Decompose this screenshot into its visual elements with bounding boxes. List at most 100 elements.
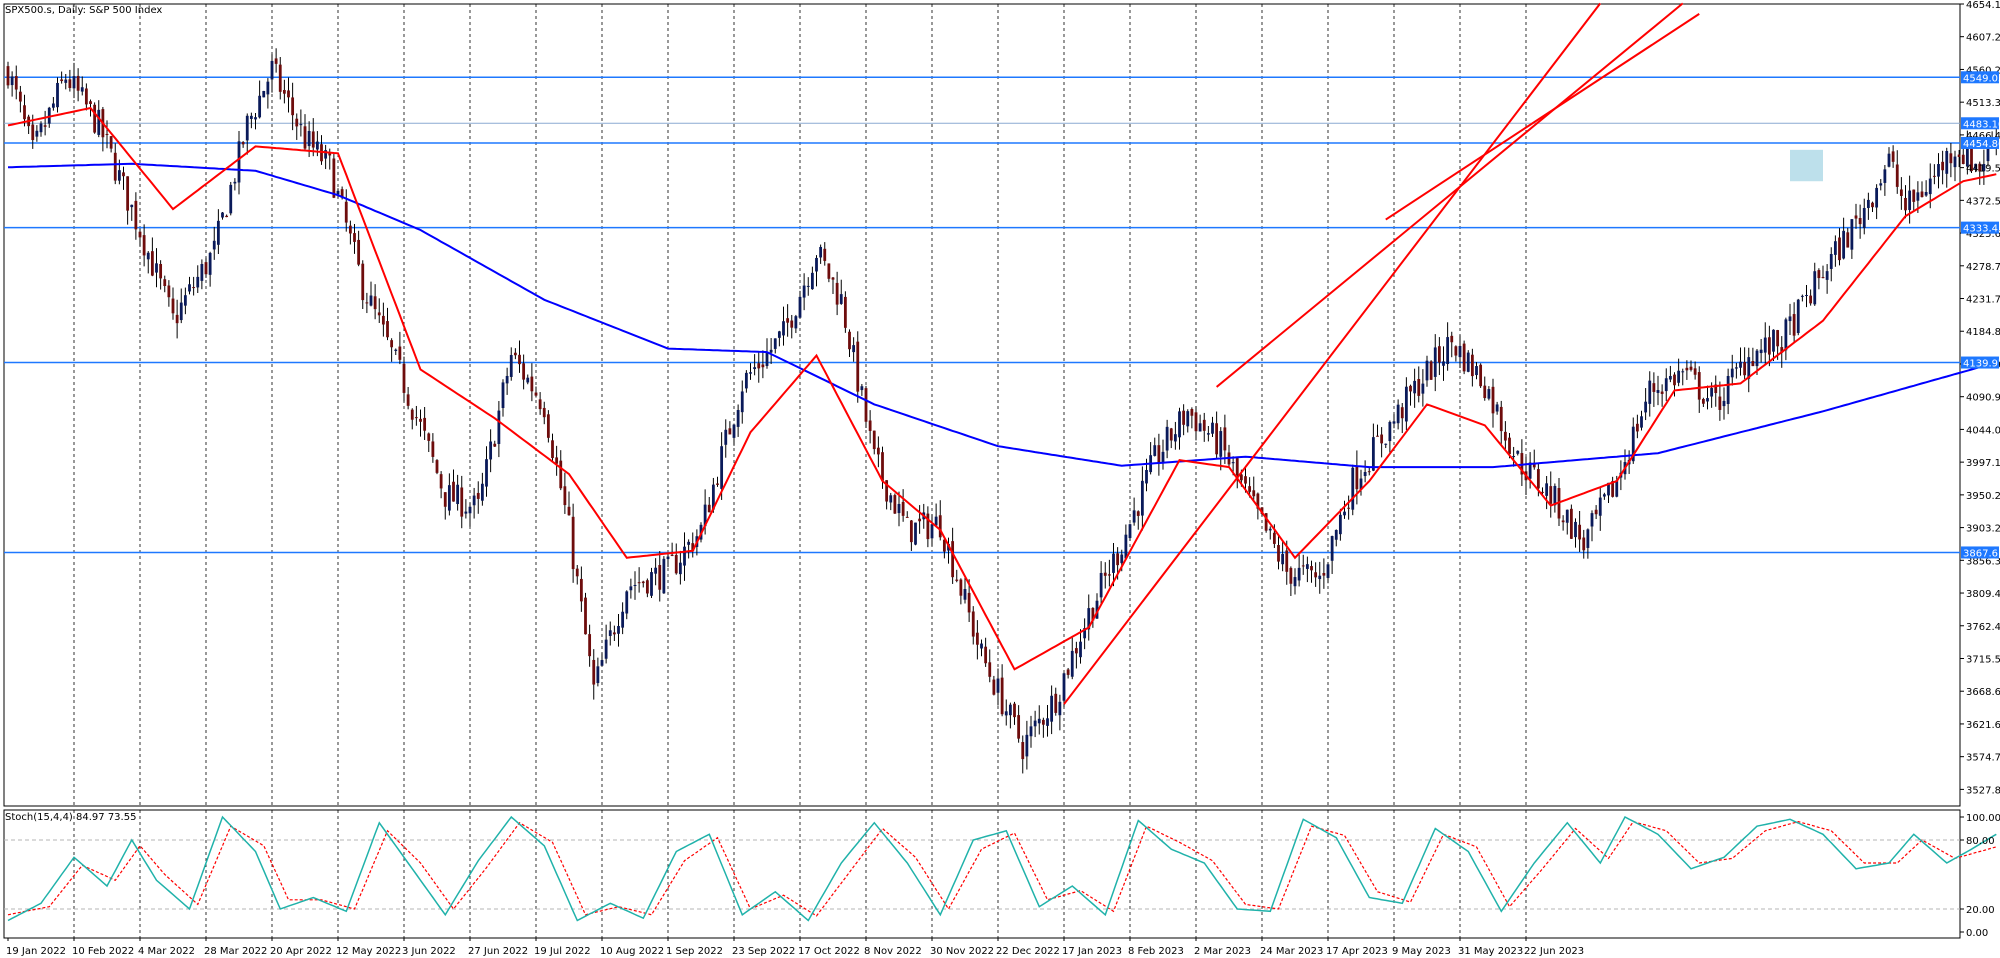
candle-body xyxy=(1404,386,1408,422)
chart-title: SPX500.s, Daily: S&P 500 Index xyxy=(5,5,162,16)
candle-body xyxy=(522,363,526,380)
candle-body xyxy=(654,567,658,574)
candle-body xyxy=(1178,411,1181,438)
candle-body xyxy=(1607,482,1610,496)
candle-body xyxy=(526,377,530,383)
candle-body xyxy=(1285,550,1289,572)
candle-body xyxy=(872,430,876,450)
candle-body xyxy=(786,318,790,323)
candle-body xyxy=(1924,192,1928,196)
candle-body xyxy=(188,284,191,292)
candle-body xyxy=(1850,219,1854,250)
candle-body xyxy=(1239,474,1243,481)
stoch-tick-label: 0.00 xyxy=(1966,928,1988,939)
date-label: 17 Jan 2023 xyxy=(1062,946,1122,957)
date-label: 28 Mar 2022 xyxy=(204,946,267,957)
stoch-tick-label: 20.00 xyxy=(1966,905,1995,916)
price-tick-label: 4184.85 xyxy=(1966,327,2000,338)
candle-body xyxy=(1157,445,1161,463)
candle-body xyxy=(1021,742,1025,760)
candle-body xyxy=(1912,189,1916,202)
stochastic-panel xyxy=(4,815,1997,922)
candle-body xyxy=(287,90,290,98)
date-label: 10 Aug 2022 xyxy=(600,946,664,957)
candle-body xyxy=(1095,600,1099,619)
candle-body xyxy=(270,60,274,80)
date-label: 12 May 2022 xyxy=(336,946,401,957)
candle-body xyxy=(670,554,674,556)
candle-body xyxy=(1470,354,1474,377)
ma-fast-line xyxy=(7,106,1997,671)
price-tick-label: 3856.34 xyxy=(1966,556,2000,567)
candle-body xyxy=(229,184,233,214)
candle-body xyxy=(1062,673,1066,701)
candle-body xyxy=(497,410,501,444)
candle-body xyxy=(567,506,571,516)
candle-body xyxy=(431,441,435,457)
candle-body xyxy=(1899,189,1903,196)
candle-body xyxy=(1091,607,1095,621)
candle-body xyxy=(806,285,810,287)
candle-body xyxy=(893,495,897,514)
price-tick-label: 4044.06 xyxy=(1966,425,2000,436)
date-label: 23 Sep 2022 xyxy=(732,946,795,957)
candle-body xyxy=(1569,508,1573,539)
candle-body xyxy=(315,141,319,150)
candle-body xyxy=(592,659,596,685)
candle-body xyxy=(1644,401,1648,413)
candle-body xyxy=(1532,462,1536,468)
candle-body xyxy=(971,611,975,637)
candle-body xyxy=(736,410,740,427)
candle-body xyxy=(1359,478,1363,490)
candle-body xyxy=(1231,462,1235,464)
candle-body xyxy=(1970,144,1973,172)
candle-body xyxy=(1776,330,1780,347)
date-label: 8 Feb 2023 xyxy=(1128,946,1184,957)
candle-body xyxy=(1590,513,1594,527)
candle-body xyxy=(1165,426,1169,451)
candle-body xyxy=(1565,509,1569,523)
price-label: 4333.45 xyxy=(1963,224,2000,235)
candle-body xyxy=(674,554,678,574)
candle-body xyxy=(691,543,695,552)
candle-body xyxy=(1161,451,1165,463)
candle-body xyxy=(274,58,278,64)
candle-body xyxy=(1450,335,1454,343)
date-label: 22 Jun 2023 xyxy=(1524,946,1584,957)
candle-body xyxy=(773,338,777,349)
candle-body xyxy=(1673,374,1676,386)
stoch-title: Stoch(15,4,4) 84.97 73.55 xyxy=(5,812,136,823)
price-tick-label: 3762.48 xyxy=(1966,622,2000,633)
candle-body xyxy=(348,225,352,234)
candle-body xyxy=(427,433,431,441)
candle-body xyxy=(501,382,505,409)
candle-body xyxy=(885,480,889,502)
candle-body xyxy=(1029,726,1033,737)
price-label: 4549.05 xyxy=(1963,73,2000,84)
date-label: 30 Nov 2022 xyxy=(930,946,994,957)
candle-body xyxy=(1305,564,1309,569)
candle-body xyxy=(1891,151,1895,162)
candle-body xyxy=(1140,480,1144,516)
candle-body xyxy=(740,391,744,413)
candle-body xyxy=(291,97,295,116)
candle-body xyxy=(1301,565,1305,567)
candle-body xyxy=(889,495,893,503)
candle-body xyxy=(617,626,620,634)
candle-body xyxy=(1244,476,1247,484)
candle-body xyxy=(1058,701,1062,716)
candle-body xyxy=(1396,404,1400,424)
candle-body xyxy=(443,492,447,507)
candle-body xyxy=(633,584,637,586)
candle-body xyxy=(10,76,14,86)
candle-body xyxy=(353,233,356,242)
candle-body xyxy=(1277,545,1280,562)
candle-body xyxy=(1128,524,1132,539)
candle-body xyxy=(975,632,979,645)
candle-body xyxy=(216,220,220,245)
candle-body xyxy=(1664,378,1668,392)
candle-body xyxy=(419,418,422,422)
candle-body xyxy=(856,341,860,392)
candle-body xyxy=(1755,350,1759,367)
